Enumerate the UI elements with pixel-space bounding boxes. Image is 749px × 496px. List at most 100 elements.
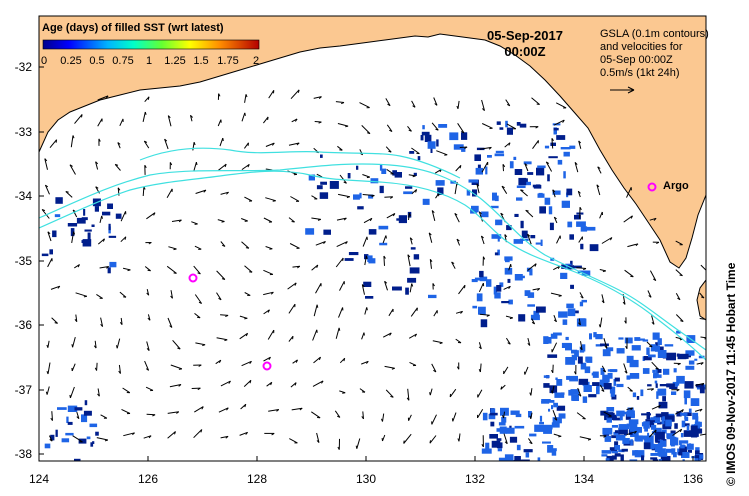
velocity-arrow [290, 382, 297, 388]
sst-age-patch [65, 432, 74, 436]
velocity-arrow-head [124, 236, 127, 240]
sst-age-patch [570, 389, 580, 394]
velocity-arrow-head [624, 320, 627, 324]
sst-age-patch [553, 127, 559, 131]
argo-float-marker[interactable] [262, 361, 272, 371]
velocity-arrow-head [318, 356, 321, 361]
velocity-arrow-head [361, 284, 365, 288]
sst-age-patch [682, 459, 685, 461]
sst-age-patch [651, 424, 657, 430]
argo-float-marker[interactable] [188, 273, 198, 283]
velocity-arrow-head [117, 142, 121, 145]
sst-age-patch [651, 418, 658, 423]
sst-age-patch [655, 345, 660, 352]
sst-age-patch [394, 172, 402, 178]
sst-age-patch [498, 457, 509, 461]
sst-age-patch [527, 292, 535, 298]
map-date: 05-Sep-2017 00:00Z [470, 28, 580, 60]
sst-age-patch [614, 441, 619, 449]
velocity-arrow-head [486, 314, 490, 317]
sst-age-patch [563, 171, 566, 179]
sst-age-patch [609, 447, 618, 452]
sst-age-patch [508, 299, 513, 305]
velocity-arrow-head [699, 408, 703, 412]
velocity-arrow [576, 412, 586, 420]
sst-age-patch [90, 442, 94, 447]
sst-age-patch [580, 362, 587, 370]
velocity-arrow-head [551, 369, 554, 374]
velocity-arrow-head [225, 314, 229, 318]
sst-age-patch [613, 431, 620, 435]
plot-frame [38, 15, 707, 462]
velocity-arrow-head [69, 394, 71, 398]
velocity-arrow [359, 149, 364, 156]
velocity-arrow [530, 388, 533, 396]
velocity-arrow [167, 317, 173, 328]
velocity-arrow [458, 433, 461, 442]
velocity-arrow-head [529, 415, 532, 419]
velocity-arrow-head [55, 139, 58, 143]
sst-age-patch [585, 356, 592, 362]
velocity-arrow-head [222, 244, 226, 247]
velocity-arrow-head [44, 158, 48, 162]
velocity-arrow [503, 411, 505, 419]
velocity-arrow-head [198, 364, 202, 367]
sst-age-patch [611, 394, 617, 400]
velocity-arrow [695, 382, 705, 386]
velocity-arrow-head [654, 429, 657, 433]
velocity-arrow [51, 317, 58, 324]
velocity-arrow-head [271, 432, 275, 436]
sst-age-patch [55, 197, 63, 204]
sst-age-patch [642, 356, 645, 361]
sst-age-patch [670, 437, 679, 446]
lon-label: 124 [28, 472, 50, 486]
velocity-arrow [122, 267, 131, 271]
sst-age-patch [421, 131, 430, 136]
sst-age-patch [363, 281, 372, 287]
velocity-arrow-head [152, 414, 156, 417]
velocity-arrow-head [381, 418, 383, 422]
velocity-arrow [429, 435, 437, 444]
velocity-arrow-head [249, 380, 252, 384]
sst-age-patch [482, 412, 488, 421]
sst-age-patch [424, 134, 432, 142]
velocity-arrow [408, 213, 410, 220]
sst-age-patch [514, 274, 523, 281]
sst-age-patch [565, 336, 569, 341]
sst-age-patch [44, 443, 51, 449]
argo-float-marker[interactable] [647, 182, 657, 192]
sst-age-patch [678, 353, 689, 359]
velocity-arrow-head [509, 317, 513, 320]
velocity-arrow [193, 161, 197, 172]
velocity-arrow-head [132, 432, 135, 436]
velocity-arrow [146, 212, 156, 220]
velocity-arrow [168, 246, 177, 250]
sst-age-patch [642, 339, 649, 342]
velocity-arrow [626, 430, 637, 436]
velocity-arrow [100, 414, 108, 419]
velocity-arrow [220, 191, 229, 195]
sst-age-patch [643, 356, 652, 361]
velocity-arrow-head [95, 161, 99, 165]
sst-age-patch [422, 125, 425, 130]
velocity-arrow [675, 293, 681, 300]
velocity-arrow [624, 269, 634, 278]
sst-age-patch [664, 344, 674, 347]
sst-age-patch [549, 448, 557, 452]
sst-age-patch [81, 414, 88, 423]
velocity-arrow-head [369, 218, 373, 222]
velocity-arrow-head [249, 271, 253, 273]
sst-age-patch [629, 424, 638, 432]
lat-label: -34 [14, 189, 32, 203]
velocity-arrow-head [461, 130, 465, 134]
sst-age-patch [589, 333, 592, 340]
velocity-arrow-head [527, 233, 531, 237]
velocity-arrow [364, 255, 367, 266]
velocity-arrow [699, 318, 706, 320]
velocity-arrow-head [203, 189, 207, 193]
sst-age-patch [495, 219, 503, 226]
imos-credit: © IMOS 09-Nov-2017 11:45 Hobart Time [724, 262, 738, 486]
velocity-arrow-head [46, 344, 49, 348]
velocity-arrow [144, 266, 151, 272]
velocity-arrow-head [104, 439, 109, 442]
